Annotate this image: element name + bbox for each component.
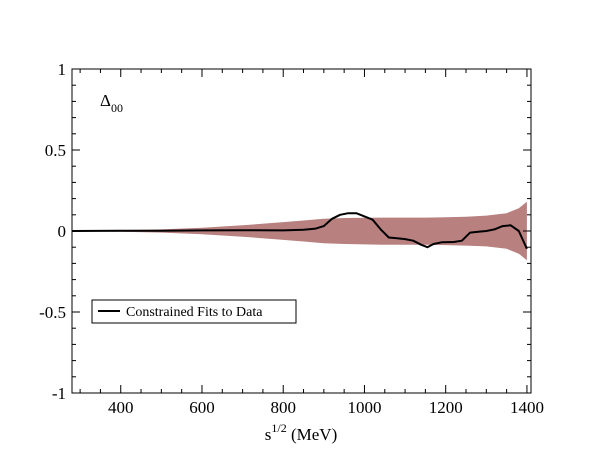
legend: Constrained Fits to Data	[91, 299, 297, 324]
annotation-main: Δ	[100, 91, 111, 110]
x-axis-title-sup: 1/2	[271, 421, 286, 435]
y-tick-label: -1	[52, 384, 66, 403]
y-tick-label: 0.5	[45, 141, 66, 160]
x-tick-label: 800	[270, 398, 296, 417]
x-tick-label: 600	[189, 398, 215, 417]
legend-label: Constrained Fits to Data	[126, 305, 263, 320]
x-tick-label: 1200	[429, 398, 463, 417]
uncertainty-band	[72, 201, 527, 261]
x-tick-label: 1000	[347, 398, 381, 417]
y-tick-label: 0	[58, 222, 67, 241]
y-tick-label: -0.5	[39, 303, 66, 322]
x-tick-label: 1400	[510, 398, 544, 417]
ticks-layer: 400 600 800 1000 1200 1400 -1 -0.5 0 0.5 1	[39, 60, 544, 417]
annotation-label: Δ00	[100, 91, 123, 115]
x-tick-label: 400	[108, 398, 134, 417]
series-line-0	[71, 212, 528, 250]
x-axis-title-rest: (MeV)	[287, 425, 338, 444]
uncertainty-band-layer	[72, 201, 527, 261]
y-tick-label: 1	[58, 60, 67, 79]
x-axis-title-main: s	[265, 425, 272, 444]
annotation-sub: 00	[111, 101, 123, 115]
x-axis-title: s1/2 (MeV)	[265, 421, 337, 444]
series-layer	[71, 212, 528, 250]
legend-box	[91, 299, 297, 324]
